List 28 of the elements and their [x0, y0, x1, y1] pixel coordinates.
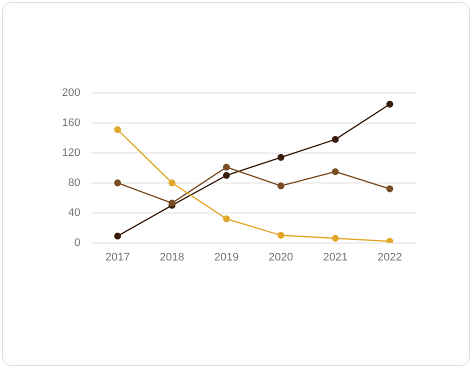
point	[114, 179, 122, 186]
point	[277, 154, 284, 161]
point	[223, 215, 230, 222]
x-tick-label: 2021	[323, 251, 348, 264]
point	[223, 172, 230, 179]
x-tick-label: 2019	[214, 251, 239, 264]
x-tick-label: 2022	[378, 251, 402, 264]
point	[386, 100, 394, 108]
point	[277, 182, 284, 190]
y-tick-label: 200	[62, 87, 80, 100]
point	[332, 136, 339, 143]
point	[386, 185, 394, 192]
point	[223, 164, 230, 171]
x-tick-label: 2020	[268, 251, 294, 264]
point	[114, 126, 122, 134]
y-tick-label: 40	[68, 206, 80, 219]
point	[114, 232, 122, 240]
y-tick-label: 80	[68, 176, 80, 189]
point	[168, 179, 176, 186]
point	[332, 168, 339, 176]
x-tick-label: 2018	[160, 251, 184, 264]
y-tick-label: 120	[62, 146, 80, 159]
point	[277, 232, 284, 239]
point	[386, 238, 394, 243]
y-tick-label: 160	[62, 116, 80, 129]
y-tick-label: 0	[74, 236, 80, 249]
point	[332, 234, 339, 242]
x-tick-label: 2017	[105, 251, 130, 264]
